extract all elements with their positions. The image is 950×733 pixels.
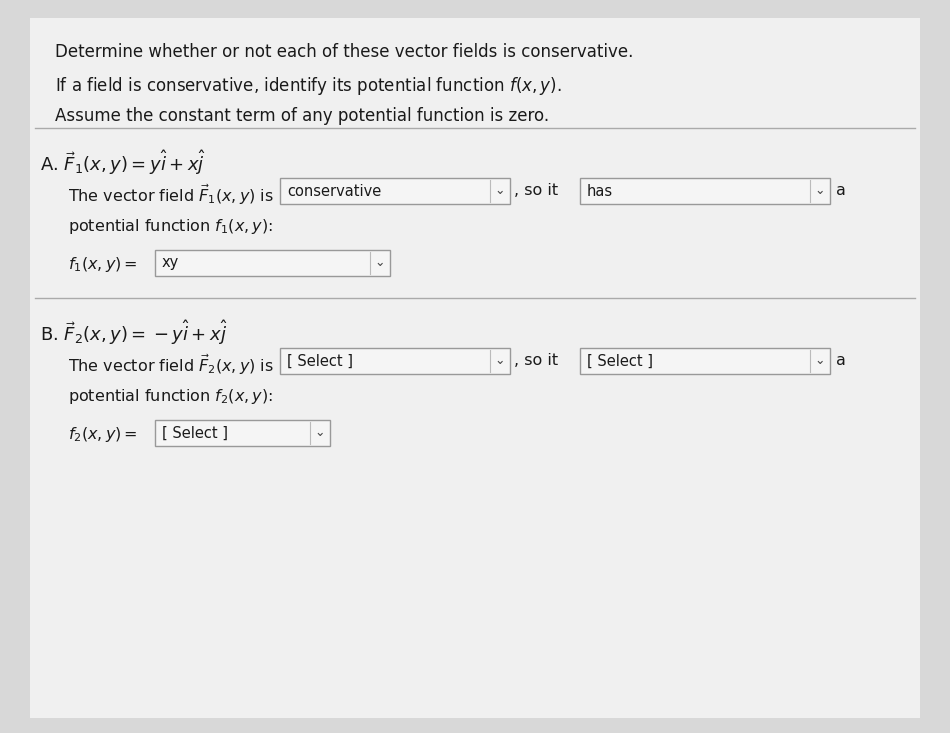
Text: Determine whether or not each of these vector fields is conservative.: Determine whether or not each of these v… bbox=[55, 43, 634, 61]
Text: ⌄: ⌄ bbox=[374, 257, 386, 270]
FancyBboxPatch shape bbox=[30, 18, 920, 718]
Text: ⌄: ⌄ bbox=[314, 427, 325, 440]
Text: a: a bbox=[836, 353, 846, 368]
Text: ⌄: ⌄ bbox=[815, 355, 826, 367]
Text: $f_2(x, y) =$: $f_2(x, y) =$ bbox=[68, 425, 138, 444]
FancyBboxPatch shape bbox=[280, 178, 510, 204]
Text: B. $\vec{F}_2(x, y) = -y\hat{i} + x\hat{j}$: B. $\vec{F}_2(x, y) = -y\hat{i} + x\hat{… bbox=[40, 318, 228, 347]
Text: conservative: conservative bbox=[287, 183, 381, 199]
FancyBboxPatch shape bbox=[580, 178, 830, 204]
Text: ⌄: ⌄ bbox=[495, 355, 505, 367]
Text: [ Select ]: [ Select ] bbox=[587, 353, 653, 369]
FancyBboxPatch shape bbox=[280, 348, 510, 374]
Text: The vector field $\vec{F}_1(x, y)$ is: The vector field $\vec{F}_1(x, y)$ is bbox=[68, 183, 274, 207]
Text: If a field is conservative, identify its potential function $f(x, y)$.: If a field is conservative, identify its… bbox=[55, 75, 561, 97]
FancyBboxPatch shape bbox=[155, 420, 330, 446]
Text: $f_1(x, y) =$: $f_1(x, y) =$ bbox=[68, 255, 138, 274]
Text: A. $\vec{F}_1(x, y) = y\hat{i} + x\hat{j}$: A. $\vec{F}_1(x, y) = y\hat{i} + x\hat{j… bbox=[40, 148, 206, 177]
Text: , so it: , so it bbox=[514, 183, 559, 198]
Text: , so it: , so it bbox=[514, 353, 559, 368]
Text: potential function $f_2(x, y)$:: potential function $f_2(x, y)$: bbox=[68, 387, 273, 406]
Text: ⌄: ⌄ bbox=[815, 185, 826, 197]
Text: xy: xy bbox=[162, 256, 180, 270]
Text: has: has bbox=[587, 183, 613, 199]
Text: [ Select ]: [ Select ] bbox=[287, 353, 353, 369]
Text: Assume the constant term of any potential function is zero.: Assume the constant term of any potentia… bbox=[55, 107, 549, 125]
Text: potential function $f_1(x, y)$:: potential function $f_1(x, y)$: bbox=[68, 217, 273, 236]
Text: ⌄: ⌄ bbox=[495, 185, 505, 197]
FancyBboxPatch shape bbox=[580, 348, 830, 374]
Text: [ Select ]: [ Select ] bbox=[162, 425, 228, 441]
FancyBboxPatch shape bbox=[155, 250, 390, 276]
Text: The vector field $\vec{F}_2(x, y)$ is: The vector field $\vec{F}_2(x, y)$ is bbox=[68, 353, 274, 377]
Text: a: a bbox=[836, 183, 846, 198]
